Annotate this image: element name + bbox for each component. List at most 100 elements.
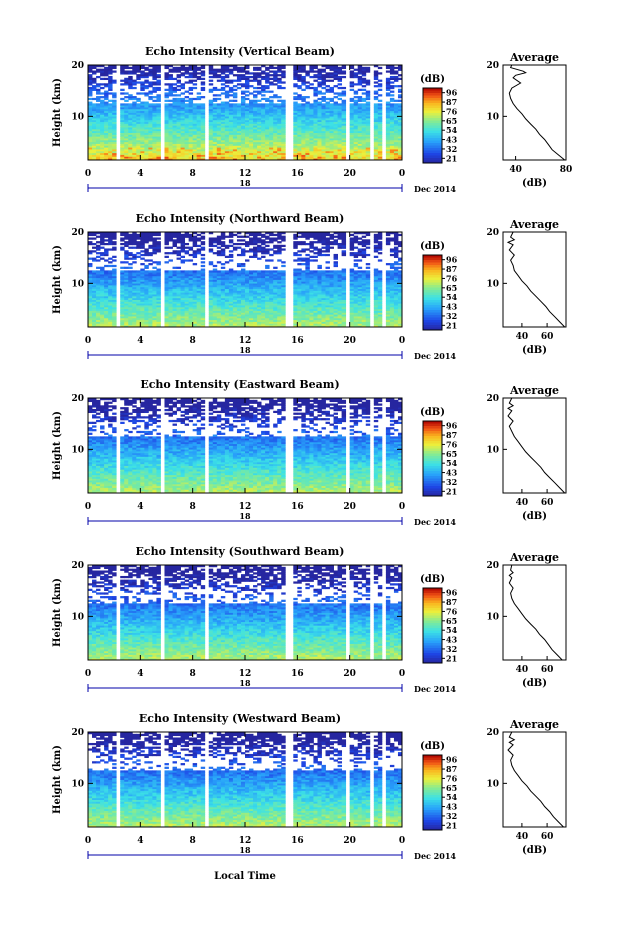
heatmap-cell — [168, 75, 173, 79]
heatmap-cell — [156, 150, 161, 154]
heatmap-cell — [265, 149, 270, 152]
heatmap-cell — [357, 88, 363, 91]
heatmap-cell — [385, 136, 391, 139]
heatmap-cell — [104, 107, 109, 110]
heatmap-cell — [92, 242, 97, 246]
heatmap-cell — [253, 127, 258, 130]
heatmap-cell — [108, 99, 113, 102]
heatmap-cell — [361, 149, 367, 152]
heatmap-cell — [232, 105, 238, 108]
heatmap-cell — [397, 107, 403, 110]
heatmap-cell — [108, 141, 113, 144]
heatmap-cell — [236, 235, 242, 238]
heatmap-cell — [337, 77, 343, 81]
heatmap-cell — [393, 149, 399, 152]
heatmap-cell — [389, 77, 395, 81]
heatmap-cell — [164, 112, 169, 115]
heatmap-cell — [297, 116, 302, 119]
heatmap-cell — [232, 156, 238, 159]
heatmap-cell — [136, 156, 141, 159]
heatmap-cell — [208, 152, 214, 155]
heatmap-cell — [96, 96, 101, 99]
panel-northward: Echo Intensity (Northward Beam)1020Heigh… — [52, 212, 567, 361]
heatmap-cell — [124, 270, 129, 273]
heatmap-cell — [172, 119, 177, 123]
heatmap-cell — [88, 66, 93, 70]
heatmap-cell — [168, 141, 173, 144]
heatmap-cell — [313, 103, 318, 106]
heatmap-cell — [397, 156, 403, 159]
heatmap-cell — [373, 96, 379, 99]
heatmap-cell — [172, 112, 177, 115]
heatmap-cell — [112, 123, 117, 126]
heatmap-cell — [196, 132, 202, 135]
heatmap-cell — [353, 125, 359, 128]
heatmap-cell — [273, 132, 278, 135]
heatmap-cell — [397, 147, 403, 150]
heatmap-cell — [224, 128, 230, 132]
heatmap-cell — [92, 314, 97, 317]
heatmap-cell — [128, 319, 133, 322]
heatmap-cell — [309, 130, 314, 133]
heatmap-cell — [325, 130, 330, 133]
heatmap-cell — [253, 145, 258, 148]
heatmap-cell — [361, 66, 367, 70]
heatmap-cell — [228, 259, 234, 262]
heatmap-cell — [224, 127, 230, 130]
heatmap-cell — [305, 141, 310, 144]
heatmap-cell — [128, 139, 133, 143]
heatmap-cell — [353, 152, 359, 155]
heatmap-cell — [281, 119, 286, 123]
heatmap-cell — [96, 295, 101, 299]
heatmap-cell — [92, 156, 97, 159]
heatmap-cell — [140, 119, 145, 123]
colorbar-segment — [423, 88, 442, 91]
heatmap-cell — [224, 92, 230, 95]
heatmap-cell — [317, 101, 322, 104]
heatmap-cell — [397, 134, 403, 137]
heatmap-cell — [212, 125, 218, 128]
heatmap-cell — [273, 134, 278, 137]
heatmap-cell — [100, 117, 105, 121]
heatmap-cell — [389, 139, 395, 143]
heatmap-cell — [96, 248, 101, 251]
heatmap-cell — [220, 139, 226, 143]
heatmap-cell — [184, 145, 190, 148]
heatmap-cell — [365, 103, 371, 106]
heatmap-cell — [317, 108, 322, 112]
heatmap-cell — [245, 79, 250, 82]
heatmap-cell — [385, 119, 391, 123]
heatmap-cell — [96, 299, 101, 302]
heatmap-cell — [313, 141, 318, 144]
heatmap-cell — [144, 259, 149, 262]
heatmap-cell — [357, 132, 363, 135]
heatmap-cell — [357, 121, 363, 124]
heatmap-cell — [92, 72, 97, 75]
heatmap-cell — [132, 310, 137, 313]
heatmap-cell — [397, 116, 403, 119]
heatmap-cell — [321, 132, 326, 135]
heatmap-cell — [96, 241, 101, 244]
heatmap-cell — [373, 154, 379, 157]
heatmap-cell — [257, 90, 262, 93]
heatmap-cell — [112, 232, 117, 235]
heatmap-cell — [397, 117, 403, 121]
heatmap-cell — [249, 79, 254, 82]
heatmap-cell — [389, 105, 395, 108]
heatmap-cell — [136, 241, 141, 244]
heatmap-cell — [261, 134, 266, 137]
heatmap-cell — [377, 94, 383, 97]
heatmap-cell — [108, 83, 113, 86]
heatmap-cell — [293, 119, 298, 123]
heatmap-cell — [88, 83, 93, 86]
heatmap-cell — [228, 250, 234, 253]
heatmap-cell — [164, 66, 169, 70]
heatmap-cell — [136, 114, 141, 117]
heatmap-cell — [212, 130, 218, 133]
heatmap-cell — [208, 138, 214, 141]
heatmap-cell — [253, 121, 258, 124]
heatmap-cell — [124, 149, 129, 152]
heatmap-cell — [96, 90, 101, 93]
heatmap-cell — [152, 141, 157, 144]
heatmap-cell — [321, 68, 326, 71]
